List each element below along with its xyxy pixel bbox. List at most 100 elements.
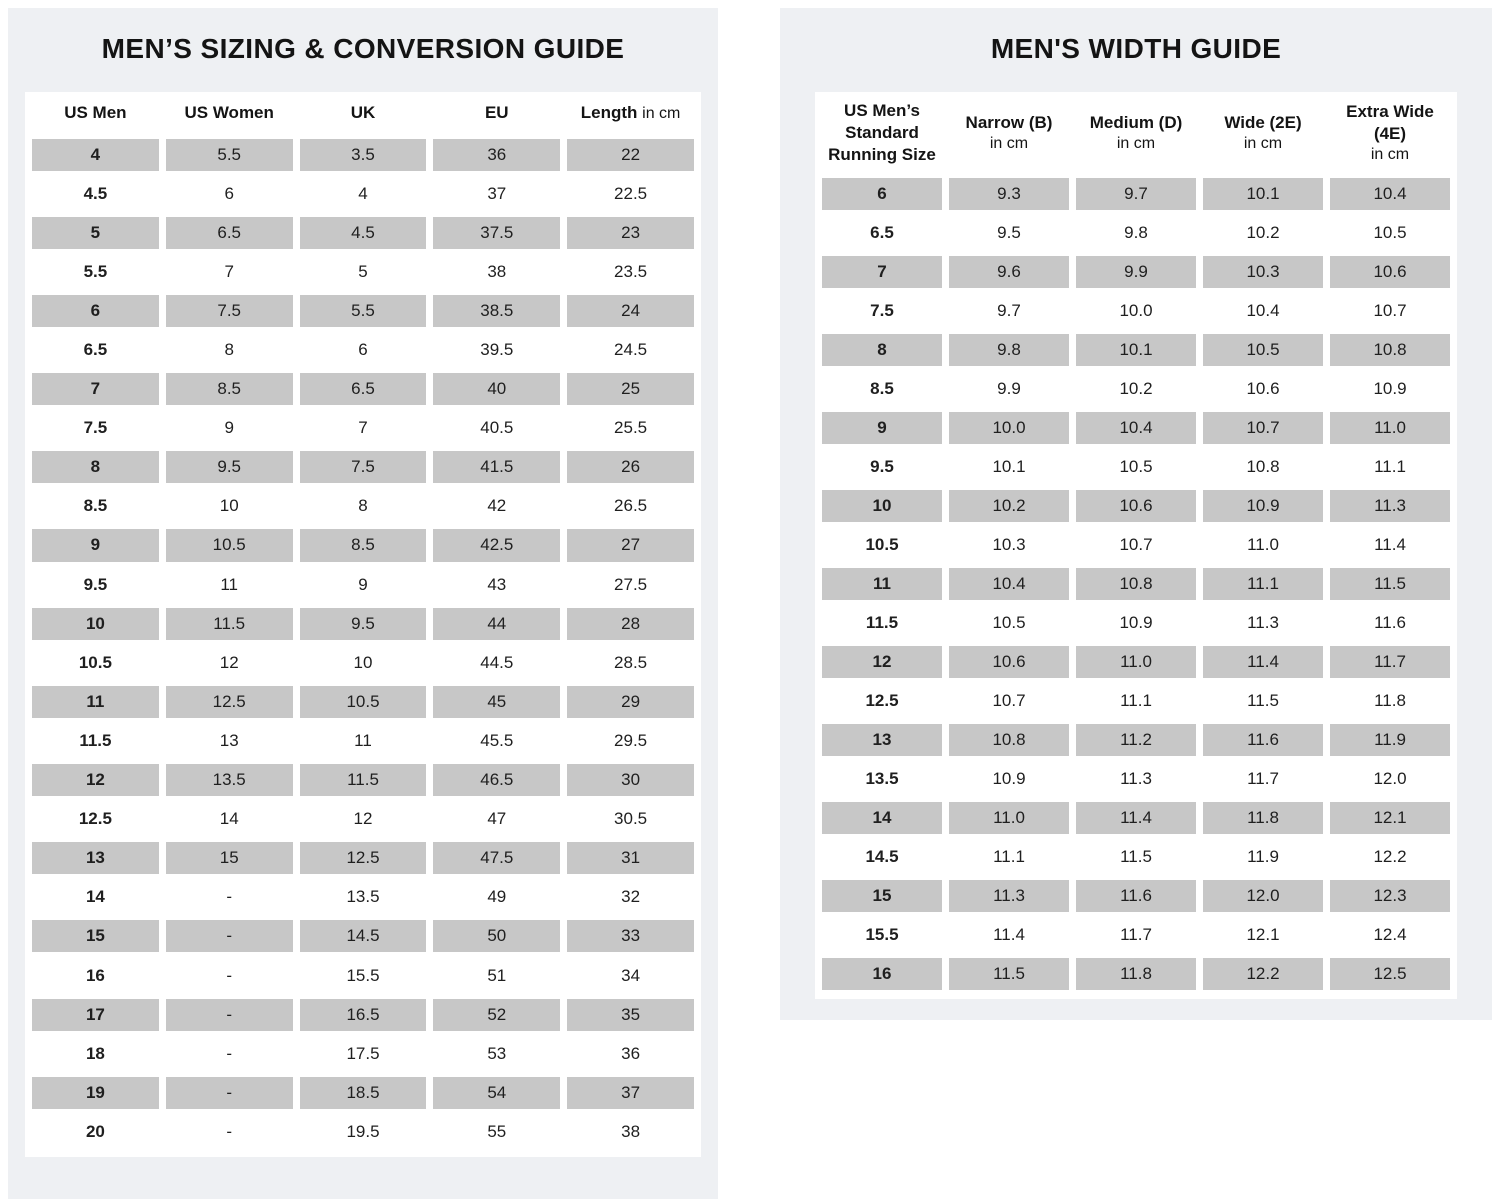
table-cell: 11.2 — [1076, 723, 1196, 756]
table-cell: 8 — [224, 340, 234, 360]
table-cell: 5.5 — [165, 138, 293, 171]
table-cell: 6 — [224, 183, 234, 203]
table-cell: - — [226, 965, 233, 985]
table-cell: 15 — [822, 879, 942, 912]
table-cell: 25 — [567, 373, 694, 406]
table-cell: 5 — [32, 216, 159, 249]
table-row: 7 9.6 9.9 10.3 10.6 — [815, 252, 1457, 291]
table-cell: 10.9 — [992, 768, 1026, 788]
table-cell: 6.5 — [83, 340, 108, 360]
table-cell: 30 — [567, 764, 694, 797]
table-cell: 10.2 — [1246, 222, 1280, 242]
table-cell: 36 — [433, 138, 561, 171]
table-cell: 11.3 — [1330, 489, 1450, 522]
table-cell: 11.8 — [1374, 690, 1406, 710]
table-row: 7.5 9.7 10.0 10.4 10.7 — [815, 291, 1457, 330]
column-header-label: Wide (2E) — [1224, 112, 1302, 132]
table-cell: 33 — [567, 920, 694, 953]
table-cell: 11.1 — [1374, 456, 1406, 476]
table-cell: 10.1 — [1076, 333, 1196, 366]
table-cell: 9 — [32, 529, 159, 562]
table-cell: 40.5 — [480, 418, 514, 438]
table-cell: 10.9 — [1373, 378, 1407, 398]
table-cell: - — [226, 1121, 233, 1141]
table-cell: 11.8 — [1203, 801, 1323, 834]
table-cell: 14 — [822, 801, 942, 834]
table-cell: 9.5 — [83, 574, 108, 594]
table-cell: 14.5 — [865, 846, 899, 866]
table-cell: 12.5 — [299, 842, 427, 875]
table-cell: 22 — [567, 138, 694, 171]
table-cell: 15.5 — [346, 965, 380, 985]
table-cell: 9.5 — [997, 222, 1021, 242]
table-cell: 12.5 — [165, 685, 293, 718]
table-cell: 10.5 — [299, 685, 427, 718]
table-cell: 12.1 — [1246, 924, 1280, 944]
table-cell: 7.5 — [870, 300, 894, 320]
table-cell: 36 — [621, 1043, 641, 1063]
table-row: 10 11.5 9.5 44 28 — [25, 604, 701, 643]
table-row: 14 11.0 11.4 11.8 12.1 — [815, 798, 1457, 837]
table-cell: 43 — [487, 574, 507, 594]
table-cell: 6.5 — [299, 373, 427, 406]
table-cell: 11.6 — [1374, 612, 1406, 632]
table-cell: 18.5 — [299, 1076, 427, 1109]
table-cell: 12 — [219, 652, 239, 672]
table-cell: 10.8 — [1246, 456, 1280, 476]
table-row: 10.5 10.3 10.7 11.0 11.4 — [815, 525, 1457, 564]
table-cell: 11.5 — [1330, 567, 1450, 600]
table-cell: - — [226, 887, 233, 907]
table-cell: 53 — [487, 1043, 507, 1063]
table-cell: 13.5 — [865, 768, 899, 788]
table-cell: 8 — [358, 496, 368, 516]
table-row: 12 10.6 11.0 11.4 11.7 — [815, 642, 1457, 681]
table-cell: 35 — [567, 998, 694, 1031]
table-cell: 10.7 — [992, 690, 1026, 710]
table-cell: 11.9 — [1330, 723, 1450, 756]
table-cell: 9.5 — [870, 456, 894, 476]
table-cell: 12 — [353, 809, 373, 829]
width-guide-table: US Men’s Standard Running Size Narrow (B) i… — [815, 92, 1457, 999]
table-cell: 6.5 — [870, 222, 894, 242]
table-row: 4.5 6 4 37 22.5 — [25, 174, 701, 213]
table-cell: 5 — [358, 261, 368, 281]
column-header-unit: in cm — [1370, 145, 1410, 163]
table-cell: 12 — [822, 645, 942, 678]
table-cell: 10.0 — [1119, 300, 1153, 320]
table-cell: 26 — [567, 451, 694, 484]
column-header-label: US Men — [64, 103, 127, 123]
table-cell: 28 — [567, 607, 694, 640]
table-cell: 10.5 — [1373, 222, 1407, 242]
table-row: 8.5 9.9 10.2 10.6 10.9 — [815, 369, 1457, 408]
table-cell: 38.5 — [433, 294, 561, 327]
table-cell: 6 — [32, 294, 159, 327]
table-cell: 11.7 — [1330, 645, 1450, 678]
table-row: 17-16.5 52 35 — [25, 995, 701, 1034]
table-cell: 12.0 — [1203, 879, 1323, 912]
table-cell: 10.1 — [1203, 177, 1323, 210]
table-row: 8 9.5 7.5 41.5 26 — [25, 448, 701, 487]
table-row: 14 - 13.5 49 32 — [25, 878, 701, 917]
table-cell: 11 — [32, 685, 159, 718]
table-cell: 13 — [822, 723, 942, 756]
table-cell: 9 — [358, 574, 368, 594]
table-row: 9.5 10.1 10.5 10.8 11.1 — [815, 447, 1457, 486]
sizing-guide-panel: MEN’S SIZING & CONVERSION GUIDE US Men US… — [8, 8, 718, 1199]
table-cell: 19.5 — [346, 1121, 380, 1141]
table-cell: 29.5 — [614, 730, 648, 750]
table-cell: 10.5 — [165, 529, 293, 562]
table-cell: 23 — [567, 216, 694, 249]
column-header: Narrow (B) in cm — [949, 112, 1069, 155]
table-row: 9 10.5 8.5 42.5 27 — [25, 526, 701, 565]
table-cell: 10 — [822, 489, 942, 522]
table-cell: 9.8 — [949, 333, 1069, 366]
table-cell: 9.5 — [299, 607, 427, 640]
table-cell: 11 — [220, 574, 239, 594]
table-cell: 11.1 — [993, 846, 1025, 866]
table-row: 7.5 9 7 40.5 25.5 — [25, 409, 701, 448]
table-cell: 16 — [822, 957, 942, 990]
column-header-line: Standard — [845, 122, 919, 142]
width-guide-title: MEN'S WIDTH GUIDE — [990, 33, 1282, 64]
width-guide-panel: MEN'S WIDTH GUIDE US Men’s Standard Runnin… — [780, 8, 1492, 1020]
column-header-label: Length — [580, 103, 638, 123]
